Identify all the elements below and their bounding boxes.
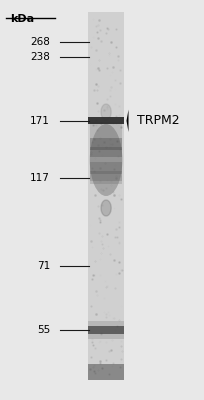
- FancyBboxPatch shape: [88, 12, 124, 380]
- Text: TRPM2: TRPM2: [137, 114, 179, 127]
- Text: 71: 71: [37, 261, 50, 271]
- FancyBboxPatch shape: [90, 147, 122, 157]
- Text: 117: 117: [30, 173, 50, 183]
- Text: 55: 55: [37, 325, 50, 335]
- Text: kDa: kDa: [10, 14, 34, 24]
- FancyBboxPatch shape: [88, 321, 124, 339]
- FancyBboxPatch shape: [88, 326, 124, 334]
- FancyBboxPatch shape: [90, 122, 122, 184]
- FancyBboxPatch shape: [90, 171, 122, 181]
- Ellipse shape: [90, 124, 122, 196]
- Text: 238: 238: [30, 52, 50, 62]
- Text: 268: 268: [30, 37, 50, 47]
- FancyBboxPatch shape: [90, 162, 122, 174]
- FancyBboxPatch shape: [88, 364, 124, 380]
- FancyBboxPatch shape: [88, 117, 124, 124]
- Polygon shape: [126, 110, 129, 132]
- Polygon shape: [101, 104, 111, 120]
- FancyBboxPatch shape: [90, 138, 122, 150]
- Polygon shape: [101, 200, 111, 216]
- Text: 171: 171: [30, 116, 50, 126]
